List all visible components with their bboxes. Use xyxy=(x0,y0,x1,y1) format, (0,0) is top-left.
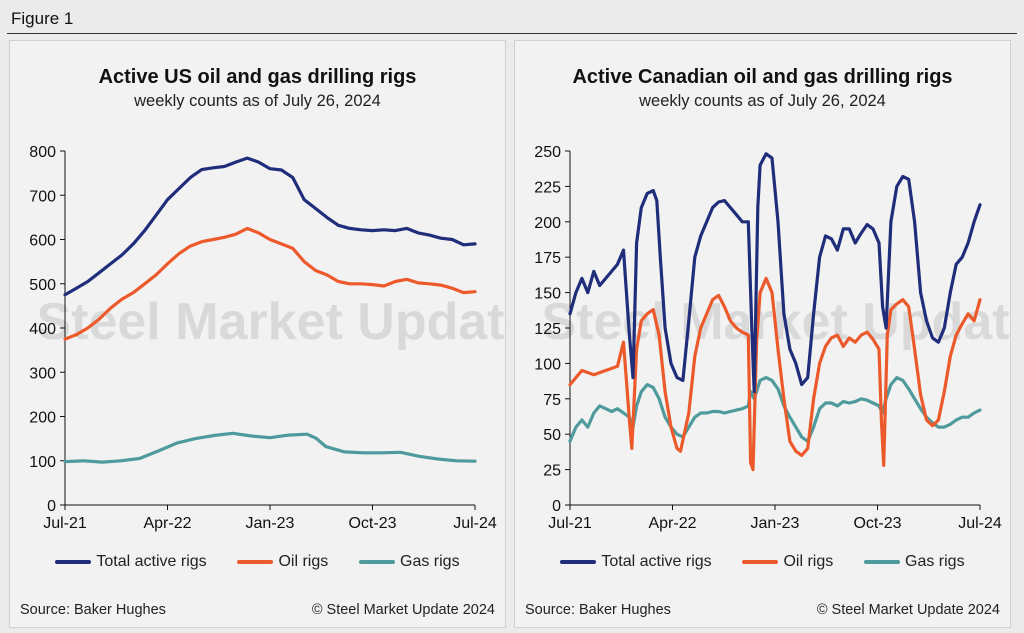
copyright-note: © Steel Market Update 2024 xyxy=(816,602,1000,618)
x-tick-label: Jan-23 xyxy=(751,515,800,532)
source-note: Source: Baker Hughes xyxy=(20,602,166,618)
chart-title: Active Canadian oil and gas drilling rig… xyxy=(572,66,953,88)
legend-swatch-total xyxy=(55,560,92,564)
legend-label: Total active rigs xyxy=(96,553,207,570)
legend-swatch-gas xyxy=(864,560,900,564)
legend-item-oil: Oil rigs xyxy=(237,553,328,571)
y-tick-label: 250 xyxy=(534,144,561,161)
y-tick-label: 150 xyxy=(534,286,561,303)
y-tick-label: 100 xyxy=(534,356,561,373)
y-tick-label: 100 xyxy=(29,454,56,471)
y-tick-label: 0 xyxy=(47,498,56,515)
chart-legend: Total active rigs Oil rigs Gas rigs xyxy=(515,553,1010,571)
figure-title: Figure 1 xyxy=(11,9,74,28)
legend-label: Oil rigs xyxy=(278,553,329,570)
x-tick-label: Apr-22 xyxy=(143,515,191,532)
x-tick-label: Oct-23 xyxy=(348,515,396,532)
legend-swatch-oil xyxy=(237,560,274,564)
legend-swatch-total xyxy=(560,560,597,564)
legend-item-oil: Oil rigs xyxy=(742,553,833,571)
series-line-total-active-rigs xyxy=(63,156,477,297)
y-tick-label: 500 xyxy=(29,277,56,294)
series-line-oil-rigs xyxy=(63,226,477,341)
y-tick-label: 225 xyxy=(534,179,561,196)
y-tick-label: 200 xyxy=(534,215,561,232)
x-tick-label: Jul-24 xyxy=(958,515,1002,532)
series-line-gas-rigs xyxy=(568,376,982,443)
y-tick-label: 25 xyxy=(543,463,561,480)
canada-rig-chart: Steel Market Update025507510012515017520… xyxy=(534,144,1012,532)
legend-item-total: Total active rigs xyxy=(55,553,207,571)
x-tick-label: Jan-23 xyxy=(246,515,295,532)
y-tick-label: 700 xyxy=(29,188,56,205)
legend-item-gas: Gas rigs xyxy=(359,553,460,571)
us-chart-panel: Steel Market Update 0 100 200 300 400 500 600 70… xyxy=(9,40,507,628)
watermark: Steel Market Update xyxy=(36,293,507,351)
x-tick-label: Jul-21 xyxy=(548,515,592,532)
y-tick-label: 200 xyxy=(29,410,56,427)
chart-subtitle: weekly counts as of July 26, 2024 xyxy=(134,92,381,110)
y-tick-label: 300 xyxy=(29,365,56,382)
y-tick-label: 400 xyxy=(29,321,56,338)
y-tick-label: 800 xyxy=(29,144,56,161)
x-tick-label: Oct-23 xyxy=(853,515,901,532)
legend-label: Gas rigs xyxy=(905,553,965,570)
y-tick-label: 125 xyxy=(534,321,561,338)
us-rig-chart: Steel Market Update 0 100 200 300 400 500 600 70… xyxy=(29,144,507,532)
chart-subtitle: weekly counts as of July 26, 2024 xyxy=(639,92,886,110)
series-line-gas-rigs xyxy=(63,431,477,464)
series-line-oil-rigs xyxy=(568,276,982,472)
legend-label: Gas rigs xyxy=(400,553,460,570)
x-tick-label: Jul-21 xyxy=(43,515,87,532)
legend-label: Total active rigs xyxy=(601,553,712,570)
y-tick-label: 50 xyxy=(543,427,561,444)
top-divider xyxy=(7,33,1017,34)
canada-chart-panel: Steel Market Update 0 25 50 75 100 125 150 175 20… xyxy=(514,40,1012,628)
source-note: Source: Baker Hughes xyxy=(525,602,671,618)
chart-title: Active US oil and gas drilling rigs xyxy=(98,66,417,88)
chart-legend: Total active rigs Oil rigs Gas rigs xyxy=(10,553,505,571)
series-line-total-active-rigs xyxy=(568,152,982,394)
y-tick-label: 600 xyxy=(29,233,56,250)
legend-item-gas: Gas rigs xyxy=(864,553,965,571)
y-tick-label: 0 xyxy=(552,498,561,515)
y-tick-label: 75 xyxy=(543,392,561,409)
y-tick-label: 175 xyxy=(534,250,561,267)
legend-swatch-oil xyxy=(742,560,779,564)
legend-swatch-gas xyxy=(359,560,395,564)
x-tick-label: Jul-24 xyxy=(453,515,497,532)
x-tick-label: Apr-22 xyxy=(648,515,696,532)
copyright-note: © Steel Market Update 2024 xyxy=(311,602,495,618)
legend-label: Oil rigs xyxy=(783,553,834,570)
legend-item-total: Total active rigs xyxy=(560,553,712,571)
